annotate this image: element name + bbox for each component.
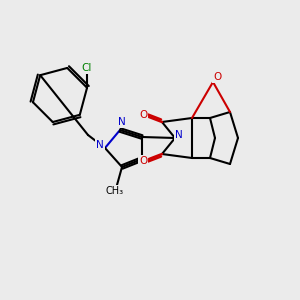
Text: Cl: Cl (82, 63, 92, 73)
Text: N: N (175, 130, 183, 140)
Text: N: N (96, 140, 104, 150)
Text: O: O (213, 72, 221, 82)
Text: N: N (118, 117, 126, 127)
Text: O: O (139, 156, 147, 166)
Text: CH₃: CH₃ (106, 186, 124, 196)
Text: O: O (139, 110, 147, 120)
